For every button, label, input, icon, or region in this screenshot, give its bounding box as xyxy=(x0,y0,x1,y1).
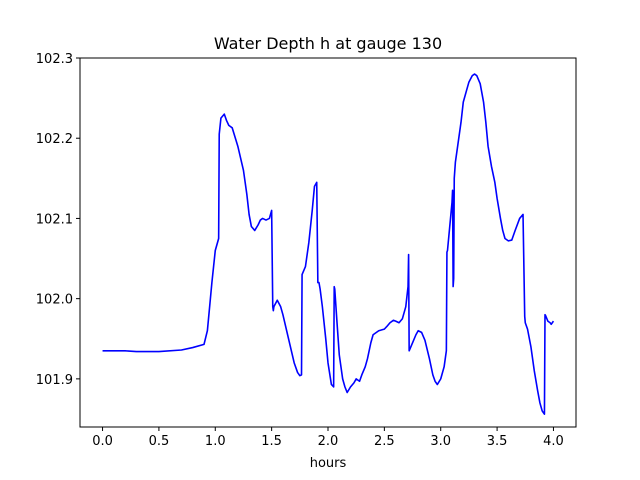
plot-area xyxy=(102,73,555,415)
x-tick-label: 3.0 xyxy=(430,434,451,449)
x-tick-label: 1.5 xyxy=(261,434,282,449)
y-axis: 101.9 102.0 102.1 102.2 102.3 xyxy=(36,52,80,388)
x-tick-label: 0.0 xyxy=(92,434,113,449)
x-tick-label: 2.0 xyxy=(318,434,339,449)
y-tick-label: 102.2 xyxy=(36,132,73,147)
x-tick-label: 0.5 xyxy=(149,434,170,449)
x-axis: 0.0 0.5 1.0 1.5 2.0 2.5 3.0 3.5 4.0 xyxy=(92,427,564,449)
axes-frame xyxy=(79,57,577,428)
chart-title: Water Depth h at gauge 130 xyxy=(214,34,442,53)
series-line-0 xyxy=(102,73,555,415)
y-tick-label: 102.3 xyxy=(36,52,73,67)
x-axis-label: hours xyxy=(310,456,347,471)
x-tick-label: 2.5 xyxy=(374,434,395,449)
y-tick-label: 101.9 xyxy=(36,373,73,388)
x-tick-label: 3.5 xyxy=(487,434,508,449)
y-tick-label: 102.0 xyxy=(36,293,73,308)
y-tick-label: 102.1 xyxy=(36,212,73,227)
x-tick-label: 4.0 xyxy=(543,434,564,449)
x-tick-label: 1.0 xyxy=(205,434,226,449)
